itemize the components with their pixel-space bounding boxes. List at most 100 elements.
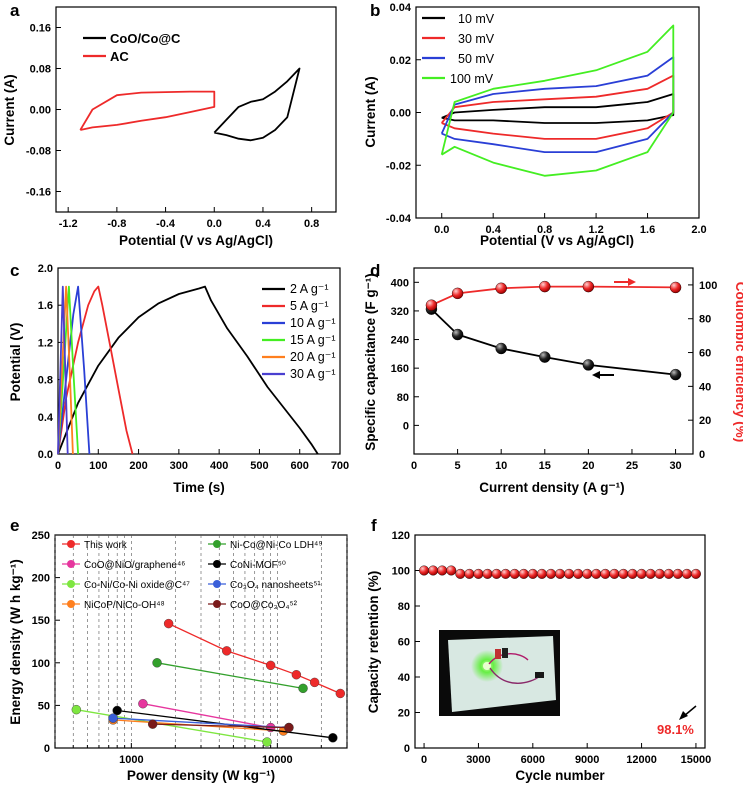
y-tick-label: 100	[392, 566, 410, 578]
capacitance-point	[582, 359, 595, 371]
inset-photo-paper	[448, 636, 556, 712]
retention-point	[573, 568, 584, 579]
ragone-line-2	[76, 709, 268, 743]
y2-tick-label: 60	[699, 348, 711, 360]
ragone-point	[71, 704, 82, 715]
panel-a-label: a	[10, 1, 20, 20]
y-tick-label: 0.8	[38, 375, 53, 387]
x-tick-label: 0.4	[486, 224, 502, 236]
legend-e-label: CoO@NiO/graphene⁴⁶	[84, 560, 185, 571]
efficiency-point	[451, 287, 464, 300]
y-tick-label: 80	[397, 392, 409, 404]
legend-e-label: Co-Ni/Co-Ni oxide@C⁴⁷	[84, 580, 190, 591]
gcd-curve-3	[57, 285, 79, 455]
panel-a-xlabel: Potential (V vs Ag/AgCl)	[119, 233, 273, 248]
legend-e-label: CoNi-MOF⁵⁰	[230, 560, 286, 571]
y-tick-label: 80	[398, 601, 410, 613]
cv-curve-a-0	[213, 67, 301, 142]
ragone-point	[284, 722, 294, 733]
capacitance-point	[451, 328, 464, 341]
ragone-line-1	[142, 703, 271, 729]
ragone-point	[328, 733, 338, 743]
d-arrow-left-head	[592, 371, 600, 379]
x-tick-label: 0.8	[537, 224, 552, 236]
y-tick-label: -0.04	[386, 213, 412, 225]
retention-point	[545, 568, 556, 579]
panel-f-ylabel: Capacity retention (%)	[366, 571, 381, 714]
legend-e-label: NiCoP/NiCo-OH⁴⁸	[84, 600, 165, 611]
legend-e-label: Ni-Co@Ni-Co LDH⁴⁹	[230, 540, 323, 551]
clip-1	[495, 649, 501, 659]
retention-point	[491, 568, 502, 579]
panel-c-ylabel: Potential (V)	[8, 323, 23, 402]
x-tick-label: 6000	[521, 754, 545, 766]
x-tick-label: 0	[55, 460, 61, 472]
legend-e-marker	[67, 540, 75, 548]
gcd-curve-1	[57, 285, 134, 455]
retention-point	[663, 568, 674, 579]
x-tick-label: 1000	[119, 754, 143, 766]
gcd-curve-5	[57, 285, 69, 455]
legend-c-label: 2 A g⁻¹	[290, 282, 329, 296]
efficiency-line	[431, 285, 676, 307]
y-tick-label: 40	[398, 672, 410, 684]
panel-b-xlabel: Potential (V vs Ag/AgCl)	[480, 233, 634, 248]
ragone-point	[112, 705, 122, 716]
y-tick-label: 0.02	[390, 55, 411, 67]
retention-point	[464, 568, 475, 579]
legend-e-marker	[213, 600, 221, 608]
efficiency-point	[669, 281, 682, 294]
x-tick-label: 300	[170, 460, 188, 472]
panel-a: a -1.2 -0.8 -0.4 0.0 0.4 0.8 -0.16 -0.08 0.00 0.0…	[2, 1, 337, 248]
retention-point	[446, 565, 457, 576]
x-tick-label: 1.6	[640, 224, 655, 236]
y-tick-label: 160	[391, 363, 409, 375]
device	[535, 672, 544, 678]
ragone-point	[138, 698, 148, 709]
retention-point	[654, 568, 665, 579]
legend-e-marker	[67, 600, 75, 608]
panel-f-label: f	[371, 516, 377, 535]
panel-d-ylabel2: Coulombic efficiency (%)	[733, 282, 743, 443]
y-tick-label: 60	[398, 637, 410, 649]
legend-e-label: CoO@Co₃O₄⁵²	[230, 600, 298, 611]
y-tick-label: -0.16	[26, 187, 51, 199]
retention-point	[455, 568, 466, 579]
retention-point	[582, 568, 593, 579]
y-tick-label: 120	[392, 530, 410, 542]
d-arrow-right-head	[628, 278, 636, 286]
retention-point	[690, 568, 701, 579]
x-tick-label: 0	[421, 754, 427, 766]
gcd-curve-4	[57, 285, 74, 455]
x-tick-label: 20	[582, 460, 594, 472]
capacitance-point	[669, 368, 682, 381]
ragone-point	[222, 646, 232, 656]
gcd-curve-0	[57, 285, 319, 455]
retention-point	[645, 568, 656, 579]
ragone-point	[108, 713, 118, 723]
wire-1	[488, 653, 529, 665]
y-tick-label: 240	[391, 335, 409, 347]
ragone-point	[265, 660, 276, 671]
ragone-line-6	[113, 717, 289, 729]
ragone-line-4	[156, 662, 304, 690]
legend-e-marker	[67, 560, 75, 568]
panel-d: d 0 5 10 15 20 25 30 0 80 160 240 320 400 0 20 40 60 80 10…	[363, 261, 743, 495]
wire-2	[489, 667, 541, 684]
y2-tick-label: 80	[699, 314, 711, 326]
inset-photo	[439, 630, 560, 716]
y2-tick-label: 0	[699, 449, 705, 461]
capacitance-line	[430, 308, 676, 376]
ragone-point	[309, 677, 320, 688]
panel-c-frame	[57, 267, 341, 455]
legend-b-label-2: 50 mV	[458, 52, 495, 66]
ragone-line-7	[152, 723, 289, 729]
x-tick-label: 0.0	[207, 218, 222, 230]
retention-point	[527, 568, 538, 579]
legend-c-label: 10 A g⁻¹	[290, 316, 336, 330]
y-tick-label: -0.08	[26, 146, 51, 158]
y-tick-label: 0.00	[390, 108, 411, 120]
y-tick-label: 0.16	[30, 23, 51, 35]
x-tick-label: 600	[291, 460, 309, 472]
retention-point	[473, 568, 484, 579]
